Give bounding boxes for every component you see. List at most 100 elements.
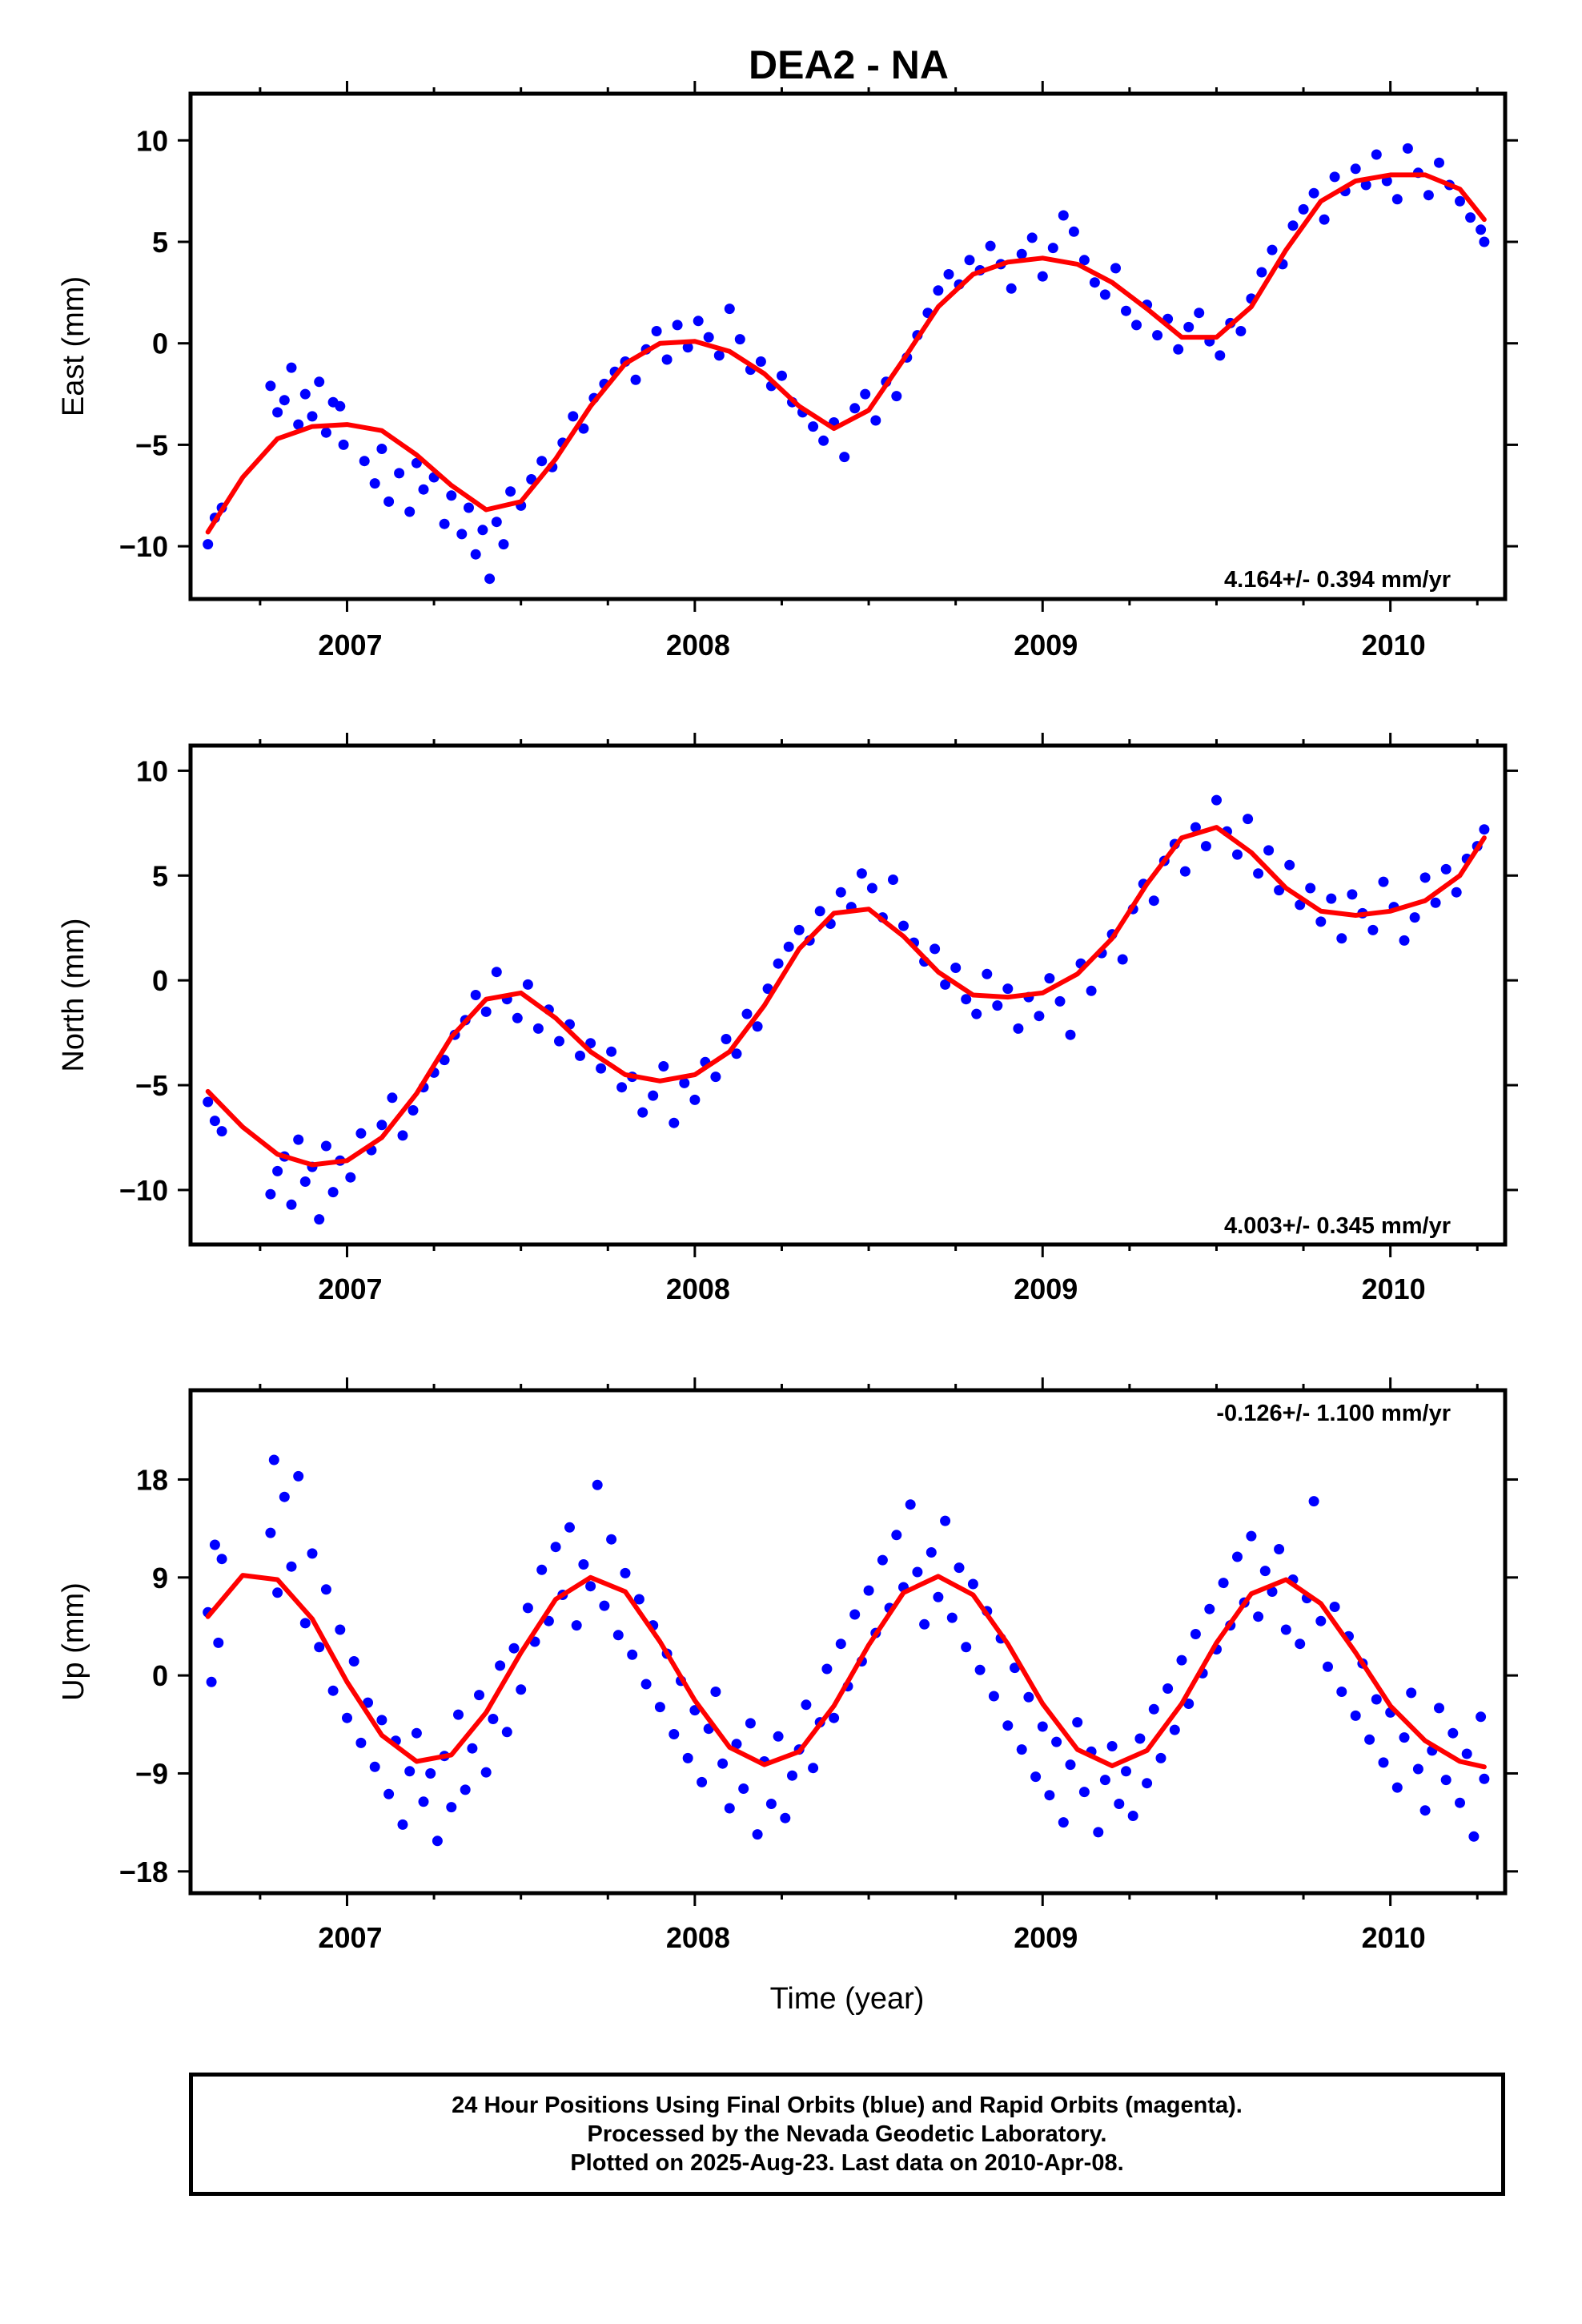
- up-data-point: [1280, 1624, 1291, 1635]
- up-data-point: [1455, 1797, 1465, 1808]
- north-data-point: [293, 1134, 304, 1145]
- north-data-point: [793, 924, 805, 935]
- north-data-point: [327, 1187, 339, 1198]
- x-axis-label: Time (year): [770, 1982, 925, 2016]
- up-data-point: [808, 1763, 819, 1774]
- up-data-point: [1350, 1710, 1361, 1721]
- east-data-point: [1016, 248, 1027, 259]
- north-data-point: [940, 979, 951, 990]
- up-data-point: [682, 1752, 693, 1763]
- east-data-point: [536, 456, 548, 467]
- north-data-point: [1295, 899, 1306, 911]
- east-data-point: [1152, 330, 1163, 341]
- north-data-point: [773, 958, 784, 969]
- east-data-point: [777, 370, 787, 381]
- up-data-point: [299, 1618, 311, 1629]
- up-data-point: [654, 1702, 665, 1713]
- east-data-point: [286, 362, 297, 373]
- east-y-tick-label: 5: [152, 226, 168, 259]
- up-data-point: [564, 1522, 575, 1533]
- east-data-point: [1434, 157, 1444, 168]
- up-data-point: [1030, 1771, 1042, 1783]
- north-data-point: [950, 963, 962, 973]
- north-data-point: [637, 1107, 648, 1118]
- up-data-point: [411, 1727, 422, 1739]
- north-data-point: [1253, 868, 1264, 879]
- east-data-point: [1350, 163, 1361, 175]
- up-data-point: [293, 1470, 304, 1482]
- east-data-point: [272, 407, 283, 418]
- up-data-point: [745, 1718, 756, 1729]
- east-data-point: [808, 421, 819, 432]
- up-data-point: [536, 1564, 548, 1575]
- east-x-tick-label: 2010: [1362, 629, 1426, 661]
- north-data-point: [286, 1199, 297, 1210]
- up-data-point: [1295, 1638, 1306, 1650]
- up-x-tick-label: 2007: [318, 1921, 382, 1954]
- up-data-point: [1461, 1748, 1472, 1759]
- up-data-point: [612, 1630, 624, 1641]
- north-data-point: [1200, 841, 1211, 852]
- north-data-point: [1451, 887, 1462, 898]
- up-y-tick-label: 18: [136, 1463, 168, 1496]
- north-data-point: [669, 1117, 680, 1128]
- up-data-point: [1479, 1773, 1490, 1784]
- east-data-point: [630, 374, 641, 385]
- east-data-point: [1423, 190, 1434, 201]
- east-data-point: [359, 456, 370, 467]
- east-data-point: [383, 496, 395, 507]
- up-data-point: [1121, 1766, 1131, 1777]
- up-data-point: [849, 1609, 861, 1620]
- east-data-point: [1110, 263, 1121, 274]
- north-y-tick-label: −5: [135, 1069, 168, 1102]
- north-data-point: [596, 1063, 607, 1074]
- east-data-point: [1476, 224, 1487, 235]
- east-panel: 2007 2008 2009 2010 −10 −5 0 5 10 East (mm) 4.164+…: [57, 81, 1518, 661]
- north-data-point: [783, 941, 794, 952]
- up-data-point: [279, 1491, 290, 1502]
- north-data-point: [439, 1055, 450, 1066]
- east-data-point: [870, 415, 881, 426]
- north-rate-label: 4.003+/- 0.345 mm/yr: [1224, 1213, 1451, 1239]
- north-data-point: [512, 1012, 523, 1023]
- east-data-point: [1183, 321, 1195, 332]
- east-data-point: [839, 452, 850, 463]
- east-data-point: [1319, 214, 1330, 225]
- north-y-tick-label: 5: [152, 859, 168, 892]
- east-data-point: [335, 400, 346, 412]
- east-data-point: [418, 484, 429, 495]
- east-data-point: [293, 419, 304, 430]
- north-data-point: [866, 883, 877, 894]
- up-data-point: [1051, 1736, 1062, 1747]
- east-data-point: [505, 486, 516, 497]
- east-data-point: [693, 316, 704, 327]
- north-data-point: [397, 1130, 408, 1141]
- up-data-point: [697, 1776, 708, 1787]
- east-data-point: [394, 468, 405, 479]
- east-data-point: [682, 342, 693, 353]
- up-data-point: [1072, 1717, 1083, 1728]
- east-data-point: [1287, 220, 1299, 231]
- up-data-point: [268, 1454, 279, 1466]
- east-y-tick-label: 10: [136, 124, 168, 157]
- east-data-point: [279, 395, 290, 406]
- north-data-point: [408, 1105, 419, 1116]
- up-data-point: [1378, 1757, 1389, 1768]
- north-data-point: [272, 1165, 283, 1176]
- up-data-point: [1308, 1496, 1319, 1507]
- up-data-point: [1468, 1831, 1480, 1842]
- up-data-point: [1190, 1629, 1201, 1639]
- east-data-point: [964, 255, 975, 266]
- up-data-point: [1406, 1687, 1417, 1699]
- up-data-point: [1419, 1805, 1431, 1816]
- up-data-point: [912, 1566, 923, 1578]
- up-data-point: [522, 1602, 533, 1614]
- up-x-tick-label: 2010: [1362, 1921, 1426, 1954]
- up-data-point: [1323, 1661, 1333, 1672]
- up-data-point: [1002, 1720, 1014, 1731]
- north-data-point: [470, 990, 481, 1000]
- up-data-point: [335, 1624, 346, 1635]
- up-data-point: [216, 1554, 227, 1565]
- up-data-point: [1253, 1611, 1264, 1622]
- up-data-point: [363, 1697, 373, 1708]
